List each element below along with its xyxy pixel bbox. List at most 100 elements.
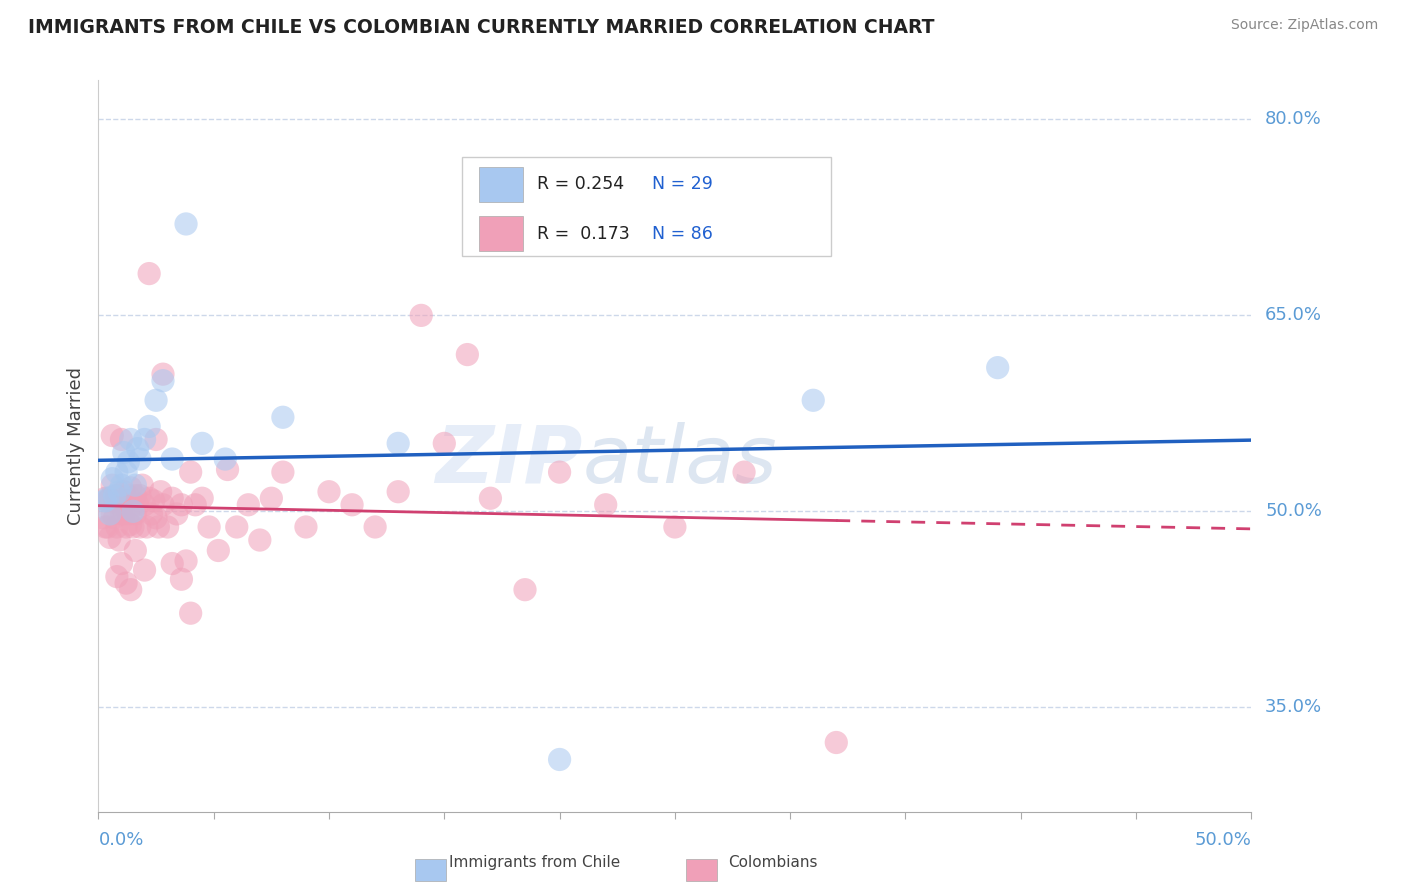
Point <box>117 455 139 469</box>
Point <box>108 484 131 499</box>
Point <box>124 507 146 521</box>
Point <box>110 433 132 447</box>
Point <box>145 511 167 525</box>
Point <box>160 491 183 506</box>
Point <box>97 491 120 506</box>
FancyBboxPatch shape <box>479 216 523 252</box>
Text: atlas: atlas <box>582 422 778 500</box>
FancyBboxPatch shape <box>415 859 446 881</box>
Point <box>145 393 167 408</box>
Point <box>170 572 193 586</box>
Point <box>184 498 207 512</box>
Point <box>112 484 135 499</box>
Point <box>98 491 121 506</box>
Point <box>112 507 135 521</box>
Y-axis label: Currently Married: Currently Married <box>66 367 84 525</box>
Point <box>191 436 214 450</box>
Point <box>91 511 114 525</box>
Point <box>98 507 121 521</box>
Point <box>112 445 135 459</box>
Point <box>217 462 239 476</box>
Point <box>318 484 340 499</box>
Text: 35.0%: 35.0% <box>1265 698 1322 716</box>
Point <box>152 374 174 388</box>
FancyBboxPatch shape <box>479 167 523 202</box>
Point <box>117 507 139 521</box>
Point <box>120 582 142 597</box>
Point <box>103 489 125 503</box>
Point <box>156 520 179 534</box>
Point <box>198 520 221 534</box>
Point <box>94 494 117 508</box>
Point <box>97 494 120 508</box>
Text: R =  0.173: R = 0.173 <box>537 225 630 243</box>
Text: 65.0%: 65.0% <box>1265 306 1322 325</box>
Text: Source: ZipAtlas.com: Source: ZipAtlas.com <box>1230 18 1378 32</box>
Point <box>134 563 156 577</box>
Point <box>411 309 433 323</box>
Text: R = 0.254: R = 0.254 <box>537 175 624 194</box>
Point <box>387 484 409 499</box>
Point <box>456 347 478 362</box>
Point <box>141 507 163 521</box>
Point <box>152 367 174 381</box>
Point <box>115 494 138 508</box>
Point <box>142 494 165 508</box>
Point <box>124 489 146 503</box>
Point <box>129 452 152 467</box>
Point <box>115 465 138 479</box>
Point <box>122 520 145 534</box>
Point <box>122 498 145 512</box>
Text: N = 29: N = 29 <box>652 175 713 194</box>
Point <box>131 478 153 492</box>
Point <box>105 489 128 503</box>
Point <box>825 735 848 749</box>
Point <box>548 752 571 766</box>
Point <box>110 557 132 571</box>
Point <box>105 465 128 479</box>
Point <box>134 433 156 447</box>
Point <box>152 498 174 512</box>
Text: Immigrants from Chile: Immigrants from Chile <box>449 855 620 870</box>
Point <box>127 498 149 512</box>
Point <box>271 410 294 425</box>
Point <box>170 498 193 512</box>
Point <box>513 582 536 597</box>
Point <box>115 576 138 591</box>
Point <box>138 267 160 281</box>
Point <box>129 489 152 503</box>
FancyBboxPatch shape <box>686 859 717 881</box>
Point <box>364 520 387 534</box>
Point <box>214 452 236 467</box>
Point <box>98 530 121 544</box>
Point <box>105 520 128 534</box>
Point <box>180 465 202 479</box>
Point <box>110 478 132 492</box>
Point <box>225 520 247 534</box>
Point <box>105 569 128 583</box>
Point <box>129 520 152 534</box>
Point <box>120 433 142 447</box>
Point <box>387 436 409 450</box>
Point <box>801 393 824 408</box>
Point <box>733 465 755 479</box>
Point <box>149 484 172 499</box>
Point <box>145 433 167 447</box>
Point <box>271 465 294 479</box>
Point <box>433 436 456 450</box>
Point <box>134 498 156 512</box>
Text: 50.0%: 50.0% <box>1195 831 1251 849</box>
Point <box>115 520 138 534</box>
Point <box>94 491 117 506</box>
Point <box>664 520 686 534</box>
Text: N = 86: N = 86 <box>652 225 713 243</box>
Point <box>101 472 124 486</box>
Point <box>207 543 229 558</box>
Point <box>166 507 188 521</box>
Point <box>101 428 124 442</box>
Point <box>160 452 183 467</box>
Point <box>135 520 157 534</box>
Point <box>160 557 183 571</box>
Point <box>103 511 125 525</box>
Point <box>124 478 146 492</box>
